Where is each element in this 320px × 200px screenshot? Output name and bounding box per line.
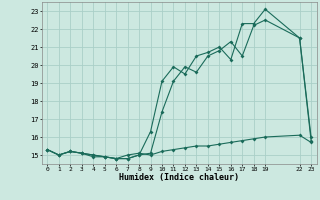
X-axis label: Humidex (Indice chaleur): Humidex (Indice chaleur) (119, 173, 239, 182)
